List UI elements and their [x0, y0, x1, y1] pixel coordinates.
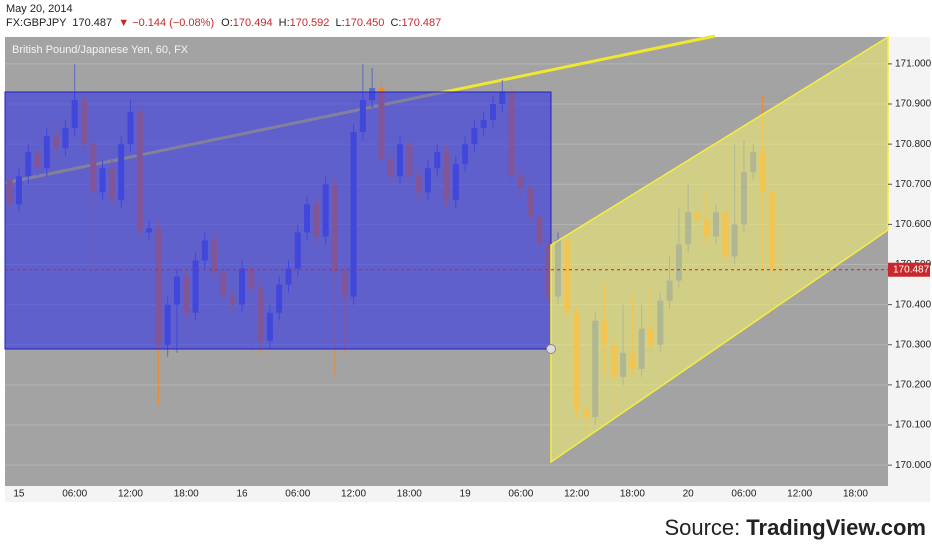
- date: May 20, 2014: [6, 3, 73, 15]
- y-tick-label: 170.200: [895, 380, 932, 391]
- source-label: Source:: [664, 515, 740, 540]
- y-tick-label: 170.800: [895, 139, 932, 150]
- y-tick-label: 170.100: [895, 420, 932, 431]
- y-tick-label: 170.600: [895, 219, 932, 230]
- chart-title: British Pound/Japanese Yen, 60, FX: [12, 44, 189, 56]
- ohlc-value: 170.450: [345, 17, 385, 29]
- x-tick-label: 12:00: [787, 489, 812, 500]
- price-axis: [888, 37, 930, 486]
- last: 170.487: [72, 17, 112, 29]
- y-tick-label: 170.400: [895, 299, 932, 310]
- source-name: TradingView.com: [746, 515, 926, 540]
- ohlc-label: H:: [279, 17, 290, 29]
- ohlc-label: C:: [390, 17, 401, 29]
- y-tick-label: 171.000: [895, 59, 932, 70]
- y-tick-label: 170.000: [895, 460, 932, 471]
- x-tick-label: 19: [460, 489, 472, 500]
- x-tick-label: 18:00: [397, 489, 422, 500]
- x-tick-label: 06:00: [731, 489, 756, 500]
- symbol: FX:GBPJPY: [6, 17, 67, 29]
- x-tick-label: 12:00: [564, 489, 589, 500]
- x-tick-label: 18:00: [843, 489, 868, 500]
- anchor: [546, 344, 556, 354]
- current-price-label: 170.487: [893, 264, 930, 275]
- x-tick-label: 06:00: [285, 489, 310, 500]
- x-tick-label: 16: [236, 489, 248, 500]
- x-tick-label: 18:00: [174, 489, 199, 500]
- y-tick-label: 170.300: [895, 339, 932, 350]
- x-tick-label: 12:00: [118, 489, 143, 500]
- channel: [550, 35, 889, 464]
- range-box: [4, 91, 552, 350]
- x-tick-label: 12:00: [341, 489, 366, 500]
- x-tick-label: 18:00: [620, 489, 645, 500]
- source: Source: TradingView.com: [664, 515, 926, 540]
- ohlc-value: 170.494: [233, 17, 273, 29]
- x-tick-label: 20: [683, 489, 695, 500]
- y-tick-label: 170.900: [895, 99, 932, 110]
- y-tick-label: 170.700: [895, 179, 932, 190]
- x-tick-label: 15: [13, 489, 25, 500]
- ohlc-value: 170.487: [401, 17, 441, 29]
- ohlc-label: L:: [335, 17, 344, 29]
- x-tick-label: 06:00: [62, 489, 87, 500]
- symbol-line: FX:GBPJPY 170.487 ▼ −0.144 (−0.08%) O:17…: [6, 17, 441, 29]
- ohlc-value: 170.592: [290, 17, 330, 29]
- current-price-box: [888, 262, 930, 277]
- x-tick-label: 06:00: [508, 489, 533, 500]
- change: ▼ −0.144 (−0.08%): [118, 17, 214, 29]
- axes: 170.000170.100170.200170.300170.400170.5…: [13, 59, 931, 500]
- ohlc-label: O:: [221, 17, 233, 29]
- time-axis: [5, 486, 930, 502]
